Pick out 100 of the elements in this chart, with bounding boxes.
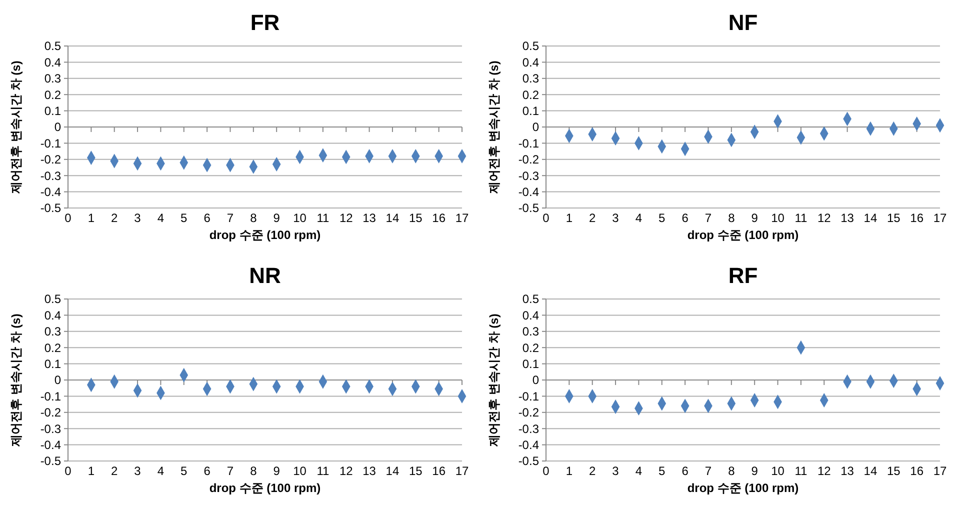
x-axis-title: drop 수준 (100 rpm) bbox=[209, 228, 321, 242]
x-tick-label: 2 bbox=[589, 211, 596, 225]
x-tick-label: 14 bbox=[386, 464, 400, 478]
y-tick-label: -0.1 bbox=[518, 389, 540, 404]
y-tick-label: -0.3 bbox=[40, 168, 62, 183]
x-tick-label: 10 bbox=[771, 464, 785, 478]
x-tick-label: 0 bbox=[542, 464, 550, 478]
x-tick-label: 7 bbox=[226, 211, 234, 225]
y-tick-label: -0.2 bbox=[518, 152, 540, 167]
x-tick-label: 1 bbox=[566, 464, 573, 478]
y-axis-title: 제어전후 변속시간 차 (s) bbox=[487, 60, 501, 194]
y-tick-label: -0.5 bbox=[518, 454, 540, 468]
x-tick-label: 0 bbox=[64, 464, 72, 478]
x-tick-label: 5 bbox=[180, 464, 188, 478]
x-tick-label: 0 bbox=[542, 211, 550, 225]
x-tick-label: 11 bbox=[316, 211, 330, 225]
y-tick-label: -0.4 bbox=[40, 438, 62, 452]
y-axis-title: 제어전후 변속시간 차 (s) bbox=[487, 314, 501, 448]
y-tick-label: -0.1 bbox=[518, 136, 540, 150]
y-tick-label: 0.4 bbox=[522, 308, 540, 322]
x-tick-label: 7 bbox=[226, 464, 234, 478]
x-tick-label: 4 bbox=[635, 464, 642, 478]
y-tick-label: 0 bbox=[532, 373, 540, 388]
x-tick-label: 11 bbox=[316, 464, 330, 478]
x-tick-label: 12 bbox=[817, 211, 832, 225]
chart-title: NF bbox=[728, 10, 758, 35]
y-tick-label: -0.4 bbox=[40, 185, 62, 199]
y-tick-label: 0.2 bbox=[522, 88, 540, 102]
y-tick-label: 0.4 bbox=[522, 55, 540, 70]
x-tick-label: 5 bbox=[180, 211, 188, 225]
x-tick-label: 11 bbox=[794, 211, 808, 225]
x-tick-label: 9 bbox=[273, 211, 280, 225]
x-tick-label: 12 bbox=[339, 211, 354, 225]
y-tick-label: 0.5 bbox=[522, 39, 540, 54]
y-axis-title: 제어전후 변속시간 차 (s) bbox=[9, 314, 23, 448]
x-tick-label: 9 bbox=[751, 211, 758, 225]
x-tick-label: 17 bbox=[455, 211, 469, 225]
x-tick-label: 17 bbox=[933, 211, 947, 225]
y-tick-label: 0.2 bbox=[522, 340, 540, 355]
x-tick-label: 3 bbox=[134, 211, 142, 225]
x-tick-label: 13 bbox=[362, 211, 376, 225]
x-tick-label: 4 bbox=[157, 464, 164, 478]
x-tick-label: 14 bbox=[386, 211, 400, 225]
x-tick-label: 14 bbox=[864, 464, 878, 478]
x-tick-label: 6 bbox=[682, 464, 689, 478]
x-tick-label: 13 bbox=[362, 464, 376, 478]
y-tick-label: 0.3 bbox=[522, 324, 540, 339]
x-tick-label: 5 bbox=[658, 211, 666, 225]
x-tick-label: 2 bbox=[111, 211, 118, 225]
x-tick-label: 5 bbox=[658, 464, 666, 478]
y-tick-label: -0.1 bbox=[40, 389, 62, 404]
y-tick-label: 0.2 bbox=[44, 88, 62, 102]
x-tick-label: 13 bbox=[840, 464, 854, 478]
x-tick-label: 8 bbox=[250, 464, 258, 478]
chart-title: NR bbox=[249, 263, 281, 288]
x-tick-label: 2 bbox=[111, 464, 118, 478]
x-tick-label: 8 bbox=[250, 211, 258, 225]
x-tick-label: 3 bbox=[612, 464, 620, 478]
y-tick-label: 0.4 bbox=[44, 55, 62, 70]
chart-title: RF bbox=[728, 263, 758, 288]
y-tick-label: -0.5 bbox=[40, 454, 62, 468]
y-tick-label: 0.3 bbox=[44, 324, 62, 339]
x-tick-label: 9 bbox=[273, 464, 280, 478]
y-tick-label: 0.5 bbox=[44, 39, 62, 54]
x-tick-label: 12 bbox=[817, 464, 832, 478]
y-tick-label: -0.5 bbox=[518, 201, 540, 216]
x-tick-label: 6 bbox=[682, 211, 689, 225]
y-tick-label: -0.5 bbox=[40, 201, 62, 216]
x-tick-label: 0 bbox=[64, 211, 72, 225]
x-tick-label: 3 bbox=[612, 211, 620, 225]
x-tick-label: 9 bbox=[751, 464, 758, 478]
x-tick-label: 16 bbox=[432, 211, 446, 225]
y-tick-label: 0.2 bbox=[44, 340, 62, 355]
y-tick-label: -0.4 bbox=[518, 438, 540, 452]
y-tick-label: 0.3 bbox=[522, 72, 540, 86]
x-tick-label: 15 bbox=[886, 464, 901, 478]
x-tick-label: 8 bbox=[728, 211, 736, 225]
x-tick-label: 10 bbox=[293, 464, 307, 478]
y-tick-label: -0.4 bbox=[518, 185, 540, 199]
x-tick-label: 14 bbox=[864, 211, 878, 225]
x-tick-label: 1 bbox=[88, 211, 95, 225]
y-tick-label: 0.3 bbox=[44, 72, 62, 86]
y-tick-label: 0.4 bbox=[44, 308, 62, 322]
x-tick-label: 6 bbox=[204, 211, 211, 225]
x-tick-label: 15 bbox=[886, 211, 901, 225]
y-tick-label: 0 bbox=[532, 120, 540, 134]
x-tick-label: 7 bbox=[704, 464, 712, 478]
y-tick-label: 0.5 bbox=[44, 292, 62, 306]
y-tick-label: 0.5 bbox=[522, 292, 540, 306]
x-tick-label: 3 bbox=[134, 464, 142, 478]
x-tick-label: 6 bbox=[204, 464, 211, 478]
x-tick-label: 15 bbox=[408, 211, 423, 225]
x-tick-label: 16 bbox=[910, 464, 924, 478]
x-tick-label: 12 bbox=[339, 464, 354, 478]
x-tick-label: 2 bbox=[589, 464, 596, 478]
x-tick-label: 10 bbox=[771, 211, 785, 225]
y-tick-label: 0.1 bbox=[522, 104, 540, 118]
y-tick-label: -0.2 bbox=[40, 152, 62, 167]
x-tick-label: 4 bbox=[635, 211, 642, 225]
x-axis-title: drop 수준 (100 rpm) bbox=[209, 481, 321, 495]
